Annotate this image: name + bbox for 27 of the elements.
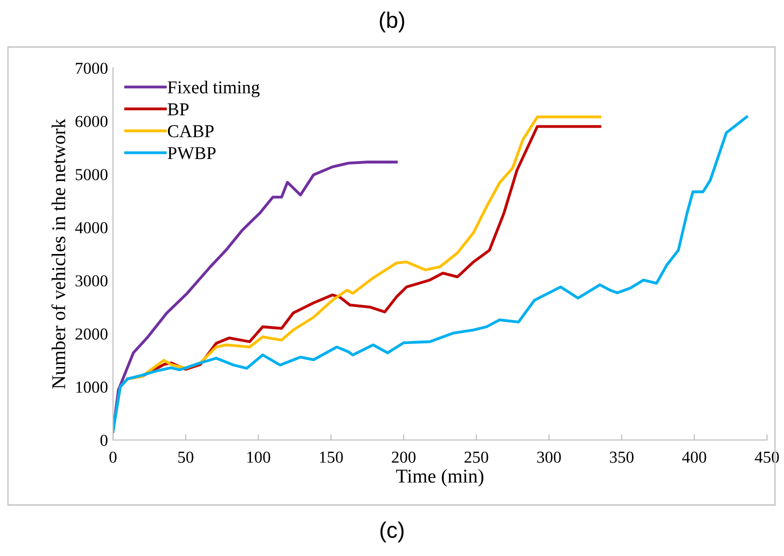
y-tick-label: 0 bbox=[100, 434, 108, 446]
y-tick-label: 4000 bbox=[75, 222, 108, 234]
y-axis-title: Number of vehicles in the network bbox=[51, 118, 66, 389]
legend-label: PWBP bbox=[168, 147, 216, 160]
x-tick-label: 0 bbox=[109, 452, 117, 463]
x-tick-label: 150 bbox=[320, 452, 343, 463]
x-tick-label: 350 bbox=[610, 452, 634, 463]
text: (c) bbox=[380, 522, 404, 542]
y-tick-label: 1000 bbox=[76, 382, 108, 393]
x-tick-label: 300 bbox=[537, 452, 561, 463]
y-tick-label: 7000 bbox=[76, 62, 108, 74]
line-series bbox=[113, 116, 748, 433]
y-tick-label: 2000 bbox=[76, 328, 108, 340]
x-tick-label: 400 bbox=[682, 452, 706, 463]
legend-label: BP bbox=[168, 103, 189, 116]
y-tick-label: 5000 bbox=[76, 168, 108, 180]
legend-label: CABP bbox=[168, 125, 214, 138]
legend-label: Fixed timing bbox=[168, 80, 260, 98]
x-tick-label: 450 bbox=[754, 452, 779, 463]
text: (b) bbox=[380, 12, 404, 32]
x-tick-label: 200 bbox=[392, 452, 416, 463]
x-tick-label: 50 bbox=[178, 452, 194, 463]
x-tick-label: 100 bbox=[247, 452, 270, 463]
x-axis-title: Time (min) bbox=[396, 469, 484, 487]
y-tick-label: 6000 bbox=[76, 116, 108, 128]
x-tick-label: 250 bbox=[464, 452, 488, 463]
y-tick-label: 3000 bbox=[76, 275, 108, 287]
